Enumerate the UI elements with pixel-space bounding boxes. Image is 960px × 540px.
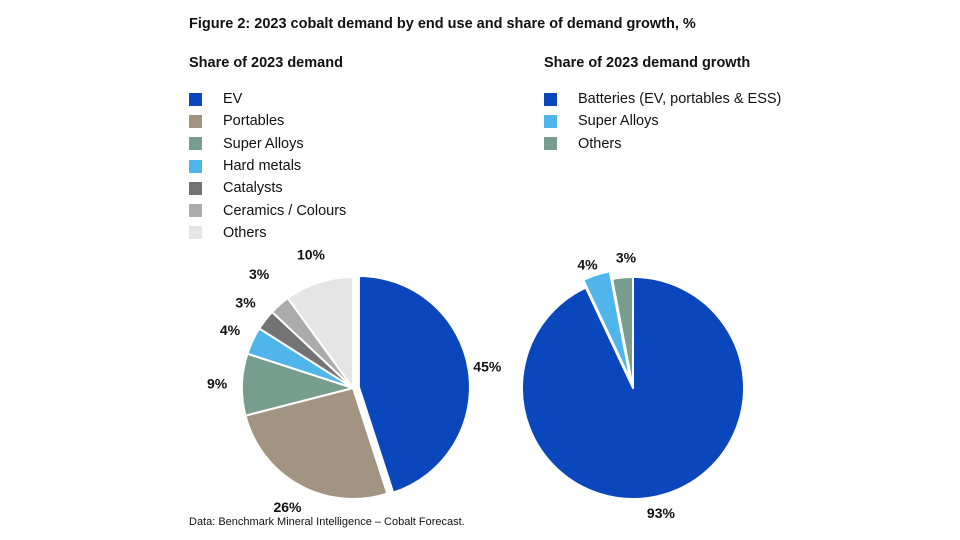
- legend-item: Super Alloys: [544, 110, 781, 132]
- demand-legend: EV Portables Super Alloys Hard metals Ca…: [189, 88, 346, 244]
- legend-label: Others: [578, 135, 622, 152]
- legend-item: Others: [189, 222, 346, 244]
- legend-swatch: [544, 137, 557, 151]
- slice-value-label: 26%: [273, 499, 302, 515]
- legend-swatch: [544, 92, 557, 106]
- legend-item: Hard metals: [189, 155, 346, 177]
- legend-swatch: [189, 137, 202, 151]
- slice-value-label: 93%: [647, 505, 676, 521]
- growth-chart-title: Share of 2023 demand growth: [544, 55, 751, 71]
- legend-swatch: [189, 226, 202, 240]
- legend-label: Ceramics / Colours: [223, 202, 347, 219]
- legend-item: Others: [544, 133, 781, 155]
- legend-item: Ceramics / Colours: [189, 199, 346, 221]
- source-note: Data: Benchmark Mineral Intelligence – C…: [189, 516, 465, 528]
- legend-label: EV: [223, 91, 243, 108]
- legend-swatch: [189, 114, 202, 128]
- demand-chart-title: Share of 2023 demand: [189, 55, 343, 71]
- slice-value-label: 4%: [220, 322, 241, 338]
- legend-item: Super Alloys: [189, 133, 346, 155]
- legend-label: Others: [223, 224, 267, 241]
- demand-pie: 45% 26% 9% 4% 3% 3% 10%: [207, 247, 502, 516]
- legend-swatch: [189, 159, 202, 173]
- legend-swatch: [189, 181, 202, 195]
- legend-item: Batteries (EV, portables & ESS): [544, 88, 781, 110]
- legend-item: EV: [189, 88, 346, 110]
- legend-item: Portables: [189, 110, 346, 132]
- legend-label: Portables: [223, 113, 285, 130]
- figure-title: Figure 2: 2023 cobalt demand by end use …: [189, 16, 696, 32]
- slice-value-label: 10%: [297, 247, 326, 263]
- legend-swatch: [189, 92, 202, 106]
- slice-value-label: 45%: [473, 359, 502, 375]
- slice-value-label: 3%: [235, 295, 256, 311]
- legend-label: Super Alloys: [578, 113, 659, 130]
- pie-slice: [286, 276, 354, 389]
- legend-item: Catalysts: [189, 177, 346, 199]
- pie-slice: [582, 270, 632, 382]
- growth-pie: 93% 4% 3%: [521, 250, 745, 521]
- legend-swatch: [189, 204, 202, 218]
- legend-label: Hard metals: [223, 158, 302, 175]
- slice-value-label: 4%: [577, 256, 598, 272]
- pie-slice: [611, 276, 634, 389]
- pie-slice: [357, 275, 471, 494]
- legend-label: Catalysts: [223, 180, 283, 197]
- growth-legend: Batteries (EV, portables & ESS) Super Al…: [544, 88, 781, 155]
- legend-label: Batteries (EV, portables & ESS): [578, 91, 782, 108]
- pie-slice: [244, 387, 389, 500]
- slice-value-label: 9%: [207, 376, 228, 392]
- slice-value-label: 3%: [249, 266, 270, 282]
- legend-label: Super Alloys: [223, 135, 304, 152]
- slice-value-label: 3%: [616, 250, 637, 266]
- legend-swatch: [544, 114, 557, 128]
